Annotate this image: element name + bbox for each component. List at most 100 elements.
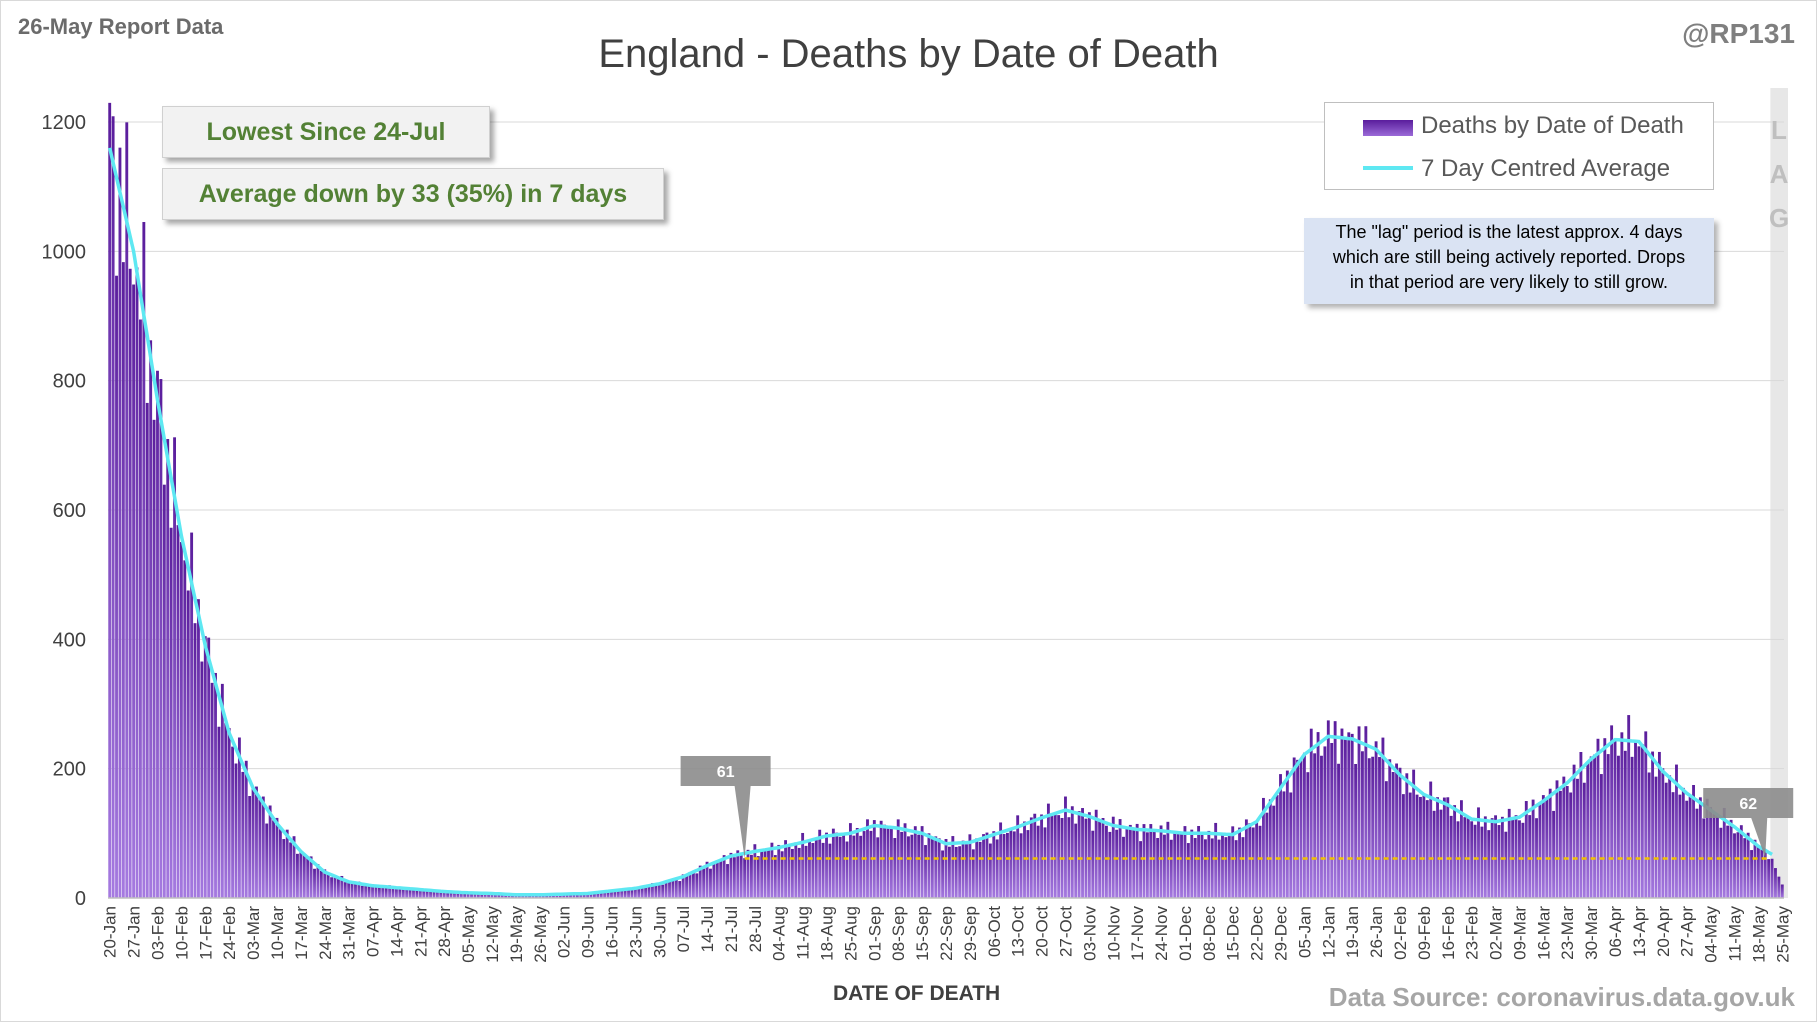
x-tick-label: 15-Sep <box>913 906 932 961</box>
death-bar <box>937 838 941 898</box>
death-bar <box>350 882 354 898</box>
death-bar <box>1395 763 1399 898</box>
death-bar <box>442 891 446 898</box>
y-tick-label: 400 <box>53 629 86 651</box>
death-bar <box>162 484 166 898</box>
death-bar <box>565 894 569 898</box>
death-bar <box>1033 813 1037 898</box>
x-tick-label: 27-Apr <box>1678 906 1697 957</box>
death-bar <box>1262 797 1265 898</box>
death-bar <box>1135 823 1139 898</box>
death-bar <box>592 892 596 898</box>
death-bar <box>1545 799 1549 898</box>
x-tick-label: 05-Jan <box>1295 906 1314 958</box>
death-bar <box>336 879 340 898</box>
death-bar <box>726 864 729 898</box>
x-tick-label: 30-Mar <box>1582 906 1601 960</box>
note-line: The "lag" period is the latest approx. 4… <box>1335 222 1683 242</box>
death-bar <box>360 885 364 898</box>
x-tick-label: 16-Jun <box>603 906 622 958</box>
death-bar <box>876 837 880 898</box>
death-bar <box>982 834 985 898</box>
death-bar <box>1302 752 1306 898</box>
death-bar <box>1750 850 1754 898</box>
death-bar <box>787 844 791 898</box>
death-bar <box>1586 763 1590 898</box>
x-tick-label: 08-Sep <box>889 906 908 961</box>
death-bar <box>278 829 282 898</box>
death-bar <box>190 532 194 898</box>
x-tick-label: 14-Apr <box>387 906 406 957</box>
death-bar <box>1599 774 1603 898</box>
death-bar <box>1186 843 1190 898</box>
death-bar <box>1777 876 1781 898</box>
death-bar <box>1173 832 1177 898</box>
death-bar <box>1709 807 1713 898</box>
death-bar <box>456 892 460 898</box>
death-bar <box>606 891 610 898</box>
death-bar <box>1733 833 1736 898</box>
death-bar <box>1190 829 1194 898</box>
death-bar <box>473 892 477 898</box>
x-tick-label: 20-Apr <box>1654 906 1673 957</box>
death-bar <box>1668 775 1672 898</box>
value-marker <box>1703 788 1794 858</box>
death-bar <box>500 893 504 898</box>
death-bar <box>821 842 825 898</box>
death-bar <box>357 881 361 898</box>
marker-label: 61 <box>717 764 735 781</box>
death-bar <box>589 893 593 898</box>
death-bar <box>1193 838 1197 898</box>
death-bar <box>1555 780 1559 898</box>
death-bar <box>1081 808 1084 898</box>
death-bar <box>657 882 661 898</box>
death-bar <box>944 839 948 898</box>
death-bar <box>422 889 426 898</box>
death-bar <box>1285 770 1289 898</box>
death-bar <box>1521 822 1525 898</box>
death-bar <box>572 893 576 898</box>
death-bar <box>558 894 562 898</box>
death-bar <box>951 836 955 898</box>
death-bar <box>1381 737 1385 898</box>
death-bar <box>804 845 808 898</box>
death-bar <box>381 886 385 898</box>
death-bar <box>1425 800 1429 898</box>
death-bar <box>961 840 965 898</box>
death-bar <box>1320 755 1323 898</box>
death-bar <box>1330 742 1334 898</box>
death-bar <box>1251 827 1255 898</box>
death-bar <box>903 823 907 898</box>
death-bar <box>169 527 173 898</box>
death-bar <box>135 267 139 898</box>
death-bar <box>688 871 692 898</box>
x-tick-label: 10-Mar <box>268 906 287 960</box>
x-tick-label: 28-Jul <box>746 906 765 952</box>
death-bar <box>439 891 443 898</box>
death-bar <box>214 672 217 898</box>
death-bar <box>435 889 439 898</box>
death-bar <box>1473 824 1477 898</box>
death-bar <box>330 877 334 898</box>
death-bar <box>784 840 788 898</box>
death-bar <box>1538 802 1542 898</box>
death-bar <box>971 849 975 898</box>
x-tick-label: 23-Feb <box>1463 906 1482 960</box>
death-bar <box>241 771 245 898</box>
death-bar <box>1497 825 1501 898</box>
death-bar <box>1108 831 1112 898</box>
death-bar <box>193 623 197 898</box>
death-bar <box>333 875 337 898</box>
death-bar <box>630 890 634 898</box>
death-bar <box>401 888 405 898</box>
death-bar <box>1401 794 1405 898</box>
death-bar <box>343 882 347 898</box>
x-tick-label: 22-Dec <box>1248 906 1267 961</box>
death-bar <box>1282 791 1286 898</box>
death-bar <box>1436 797 1439 898</box>
death-bar <box>1524 801 1528 898</box>
death-bar <box>384 887 388 898</box>
death-bar <box>616 889 620 898</box>
x-tick-label: 09-Jun <box>579 906 598 958</box>
death-bar <box>166 439 170 898</box>
